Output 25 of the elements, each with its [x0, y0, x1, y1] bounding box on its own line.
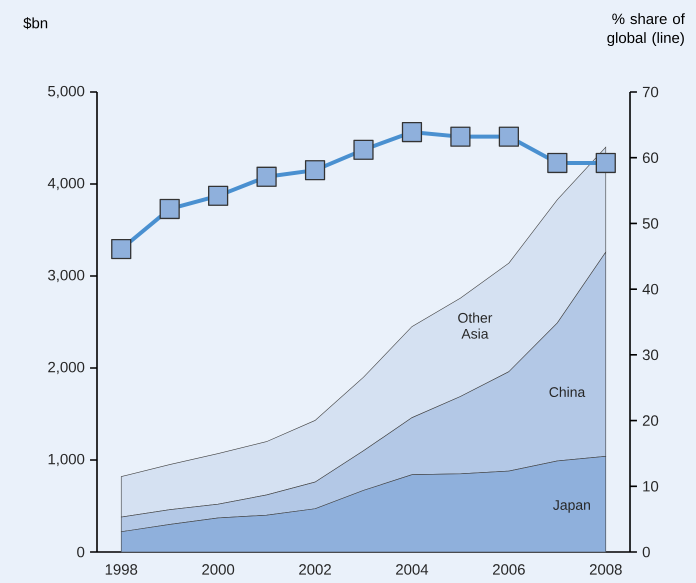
y-tick-label: 2,000: [48, 362, 84, 374]
y-tick-label: 0: [77, 546, 84, 558]
y2-tick-label: 60: [642, 152, 658, 163]
y-tick-label: 4,000: [48, 178, 84, 190]
y2-tick-label: 50: [642, 218, 658, 229]
series-label: Other Asia: [458, 312, 492, 339]
y2-axis-title: % share of global (line): [607, 13, 685, 46]
y2-tick-label: 20: [642, 415, 658, 426]
y-axis-title: $bn: [23, 17, 48, 30]
y2-tick-label: 40: [642, 284, 658, 294]
y-tick-label: 5,000: [48, 86, 84, 98]
x-tick-label: 2000: [202, 564, 234, 575]
y2-tick-label: 0: [642, 546, 650, 558]
series-label: Japan: [553, 500, 590, 513]
y2-tick-label: 30: [642, 350, 658, 360]
y2-tick-label: 10: [643, 480, 658, 492]
series-label: China: [550, 386, 586, 398]
x-tick-label: 2006: [492, 564, 525, 575]
y-tick-label: 1,000: [48, 454, 84, 466]
x-tick-label: 2002: [299, 564, 331, 575]
y-tick-label: 3,000: [48, 270, 84, 282]
x-tick-label: 1998: [106, 564, 138, 575]
y2-tick-label: 70: [642, 86, 658, 98]
x-tick-label: 2008: [590, 564, 622, 575]
x-tick-label: 2004: [396, 564, 428, 575]
